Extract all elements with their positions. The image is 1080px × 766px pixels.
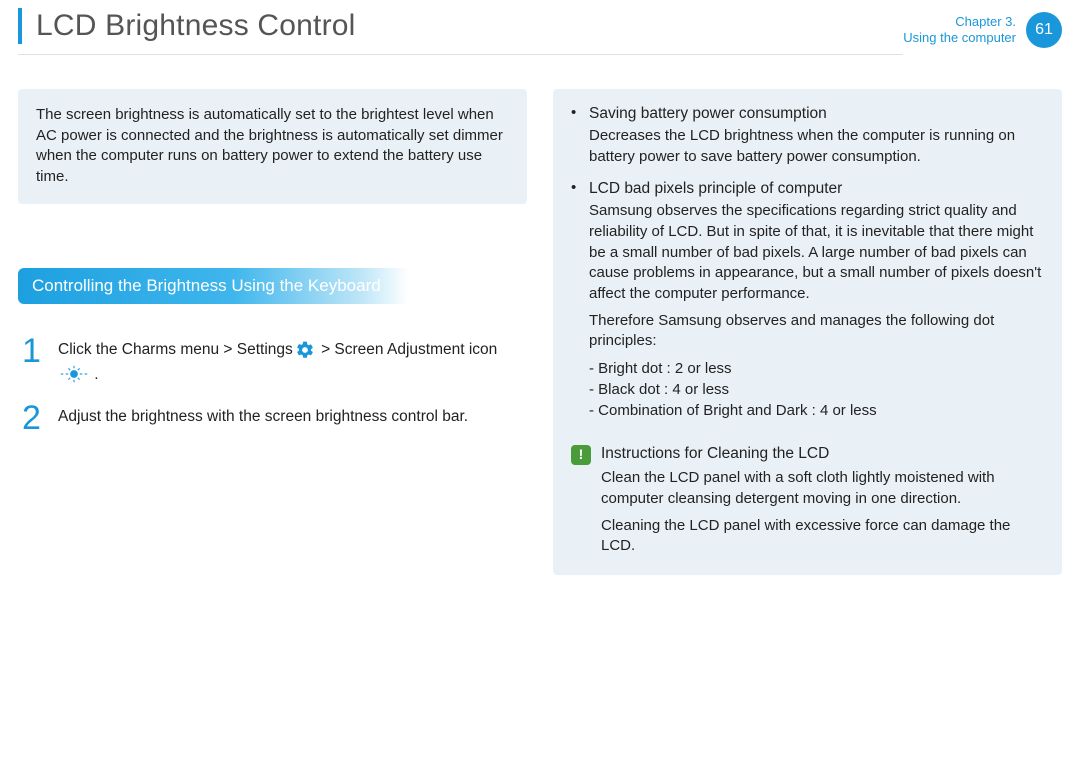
bullet-battery: • Saving battery power consumption Decre… [571, 103, 1044, 168]
step-number: 1 [22, 334, 44, 368]
settings-gear-icon [295, 340, 315, 360]
bullet-dot-icon: • [571, 103, 579, 168]
bullet-body: Decreases the LCD brightness when the co… [589, 126, 1044, 167]
step1-post: . [90, 366, 99, 383]
title-accent [18, 8, 22, 44]
chapter-info: Chapter 3. Using the computer [903, 14, 1016, 47]
step2-text: Adjust the brightness with the screen br… [58, 408, 468, 425]
warning-title: Instructions for Cleaning the LCD [601, 443, 1044, 464]
step-number: 2 [22, 401, 44, 435]
step-1: 1 Click the Charms menu > Settings > Scr… [22, 334, 523, 388]
dot-item: - Black dot : 4 or less [589, 379, 1044, 400]
brightness-sun-icon [60, 364, 88, 384]
bullet-body: Samsung observes the specifications rega… [589, 201, 1044, 304]
warning-content: Instructions for Cleaning the LCD Clean … [601, 443, 1044, 557]
step1-mid: > Screen Adjustment icon [317, 341, 498, 358]
page-header: LCD Brightness Control Chapter 3. Using … [0, 0, 1080, 73]
title-bar: LCD Brightness Control [18, 8, 903, 55]
notes-box: • Saving battery power consumption Decre… [553, 89, 1062, 575]
left-column: The screen brightness is automatically s… [18, 89, 527, 575]
header-meta: Chapter 3. Using the computer 61 [903, 8, 1062, 48]
bullet-bad-pixels: • LCD bad pixels principle of computer S… [571, 178, 1044, 421]
step1-bold: Charms menu > Settings [122, 341, 293, 358]
bullet-content: Saving battery power consumption Decreas… [589, 103, 1044, 168]
page-number: 61 [1035, 21, 1053, 39]
section-heading: Controlling the Brightness Using the Key… [18, 268, 409, 304]
page-title: LCD Brightness Control [36, 9, 356, 43]
dot-principles-list: - Bright dot : 2 or less - Black dot : 4… [589, 358, 1044, 421]
step-2: 2 Adjust the brightness with the screen … [22, 401, 523, 435]
bullet-content: LCD bad pixels principle of computer Sam… [589, 178, 1044, 421]
page-number-badge: 61 [1026, 12, 1062, 48]
content-columns: The screen brightness is automatically s… [0, 89, 1080, 575]
warning-p1: Clean the LCD panel with a soft cloth li… [601, 468, 1044, 509]
dot-item: - Bright dot : 2 or less [589, 358, 1044, 379]
warning-glyph: ! [579, 445, 584, 464]
bullet-dot-icon: • [571, 178, 579, 421]
chapter-line-2: Using the computer [903, 30, 1016, 46]
dot-item: - Combination of Bright and Dark : 4 or … [589, 400, 1044, 421]
step-body: Click the Charms menu > Settings > Scree… [58, 334, 523, 388]
step1-pre: Click the [58, 341, 122, 358]
step-body: Adjust the brightness with the screen br… [58, 401, 468, 430]
intro-box: The screen brightness is automatically s… [18, 89, 527, 204]
warning-p2: Cleaning the LCD panel with excessive fo… [601, 516, 1044, 557]
chapter-line-1: Chapter 3. [903, 14, 1016, 30]
right-column: • Saving battery power consumption Decre… [553, 89, 1062, 575]
intro-text: The screen brightness is automatically s… [36, 106, 503, 185]
warning-icon: ! [571, 445, 591, 465]
warning-section: ! Instructions for Cleaning the LCD Clea… [571, 443, 1044, 557]
bullet-title: LCD bad pixels principle of computer [589, 178, 1044, 199]
bullet-title: Saving battery power consumption [589, 103, 1044, 124]
bullet-followup: Therefore Samsung observes and manages t… [589, 311, 1044, 352]
